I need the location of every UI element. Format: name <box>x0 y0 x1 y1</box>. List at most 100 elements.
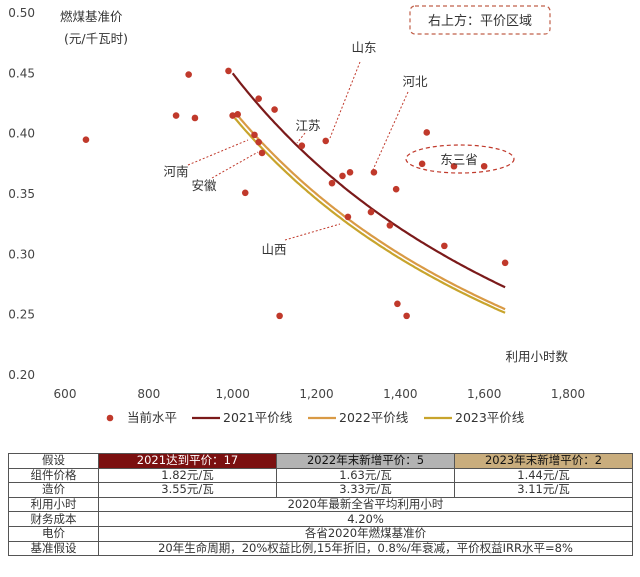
table-row: 财务成本 4.20% <box>8 511 633 527</box>
table-cell: 3.33元/瓦 <box>276 482 455 498</box>
x-tick-label: 1,800 <box>551 387 585 401</box>
parity-lines <box>231 72 506 314</box>
data-point <box>370 168 378 176</box>
data-point <box>191 114 199 122</box>
label-shandong: 山东 <box>351 40 376 55</box>
table-row: 利用小时 2020年最新全省平均利用小时 <box>8 496 633 513</box>
data-point <box>229 112 236 119</box>
data-point <box>82 136 90 143</box>
header-assumption: 假设 <box>8 453 99 469</box>
annotations: 右上方：平价区域 山东 河北 江苏 河南 安徽 东三省 山西 <box>163 5 551 257</box>
y-axis-label-line2: (元/千瓦时) <box>64 31 128 46</box>
table-row: 造价 3.55元/瓦 3.33元/瓦 3.11元/瓦 <box>8 482 633 498</box>
table-row: 电价 各省2020年燃煤基准价 <box>8 525 633 542</box>
data-point <box>339 172 346 180</box>
y-tick-label: 0.20 <box>8 368 35 382</box>
x-tick-label: 1,600 <box>467 387 501 401</box>
x-tick-label: 1,200 <box>299 387 333 401</box>
table-cell: 1.44元/瓦 <box>454 467 633 484</box>
legend-label: 2022平价线 <box>339 410 409 425</box>
data-point <box>450 162 458 170</box>
table-row: 基准假设 20年生命周期，20%权益比例,15年折旧，0.8%/年衰减，平价权益… <box>8 540 633 557</box>
data-point <box>403 312 410 320</box>
table-cell: 20年生命周期，20%权益比例,15年折旧，0.8%/年衰减，平价权益IRR水平… <box>98 540 633 557</box>
data-point <box>346 168 354 176</box>
chart-svg: 燃煤基准价 (元/千瓦时) 利用小时数 600 800 1,000 1,200 1,40… <box>8 5 585 425</box>
header-2023: 2023年末新增平价：2 <box>454 453 633 469</box>
legend: 当前水平 2021平价线 2022平价线 2023平价线 <box>106 410 525 425</box>
data-point <box>418 160 426 168</box>
table-cell: 2020年最新全省平均利用小时 <box>98 496 633 513</box>
data-point <box>251 131 258 139</box>
assumption-table: 假设 2021达到平价：17 2022年末新增平价：5 2023年末新增平价：2… <box>8 453 633 557</box>
legend-label: 2023平价线 <box>455 410 525 425</box>
label-hebei: 河北 <box>402 74 428 89</box>
label-henan: 河南 <box>163 164 188 179</box>
y-tick-label: 0.45 <box>8 66 35 80</box>
data-point <box>255 95 262 102</box>
assumption-table-container: 假设 2021达到平价：17 2022年末新增平价：5 2023年末新增平价：2… <box>8 453 633 557</box>
data-point <box>234 111 241 118</box>
scatter-points <box>82 67 509 320</box>
data-point <box>392 185 400 193</box>
dongsansheng-ellipse <box>405 144 515 174</box>
data-point <box>367 208 375 216</box>
row-label: 电价 <box>8 525 99 542</box>
data-point <box>255 138 262 146</box>
label-shanxi: 山西 <box>261 242 286 257</box>
parity-line <box>233 117 506 314</box>
row-label: 利用小时 <box>8 496 99 513</box>
legend-marker-current <box>106 414 114 422</box>
data-point <box>501 259 509 267</box>
label-anhui: 安徽 <box>191 178 217 193</box>
data-point <box>276 312 283 320</box>
y-tick-label: 0.25 <box>8 308 35 322</box>
legend-label: 2021平价线 <box>223 410 293 425</box>
y-axis-label-line1: 燃煤基准价 <box>60 9 123 24</box>
leader-shanxi <box>284 223 341 241</box>
tick-labels: 600 800 1,000 1,200 1,400 1,600 1,800 0.20 0.25 0… <box>8 6 585 401</box>
y-tick-label: 0.40 <box>8 127 35 141</box>
data-point <box>258 149 266 157</box>
data-point <box>480 162 488 170</box>
x-tick-label: 600 <box>54 387 77 401</box>
y-tick-label: 0.35 <box>8 187 35 201</box>
parity-line <box>231 72 506 289</box>
callout-text: 右上方：平价区域 <box>428 13 532 29</box>
table-row: 组件价格 1.82元/瓦 1.63元/瓦 1.44元/瓦 <box>8 467 633 484</box>
parity-line <box>236 113 506 311</box>
data-point <box>225 67 232 75</box>
table-cell: 4.20% <box>98 511 633 527</box>
x-tick-label: 800 <box>137 387 160 401</box>
chart: 燃煤基准价 (元/千瓦时) 利用小时数 600 800 1,000 1,200 1,40… <box>8 5 585 425</box>
data-point <box>386 222 394 229</box>
table-cell: 1.63元/瓦 <box>276 467 455 484</box>
row-label: 造价 <box>8 482 99 498</box>
x-tick-label: 1,000 <box>215 387 249 401</box>
y-tick-label: 0.50 <box>8 6 35 20</box>
header-2021: 2021达到平价：17 <box>98 453 277 469</box>
label-jiangsu: 江苏 <box>295 118 320 133</box>
data-point <box>185 71 192 78</box>
table-cell: 3.11元/瓦 <box>454 482 633 498</box>
row-label: 组件价格 <box>8 467 99 484</box>
legend-label-current: 当前水平 <box>127 410 177 425</box>
data-point <box>328 179 336 187</box>
x-axis-label: 利用小时数 <box>505 349 568 364</box>
data-point <box>423 129 431 136</box>
data-point <box>298 142 306 150</box>
leader-jiangsu <box>296 132 306 144</box>
data-point <box>394 300 401 308</box>
data-point <box>322 137 330 145</box>
y-tick-label: 0.30 <box>8 247 35 261</box>
x-tick-label: 1,400 <box>383 387 417 401</box>
label-dongsansheng: 东三省 <box>440 152 478 167</box>
table-cell: 3.55元/瓦 <box>98 482 277 498</box>
data-point <box>172 112 180 119</box>
table-cell: 各省2020年燃煤基准价 <box>98 525 633 542</box>
data-point <box>441 242 448 250</box>
leader-henan <box>187 139 249 166</box>
leader-shandong <box>329 61 361 139</box>
table-cell: 1.82元/瓦 <box>98 467 277 484</box>
callout-box <box>409 5 551 35</box>
